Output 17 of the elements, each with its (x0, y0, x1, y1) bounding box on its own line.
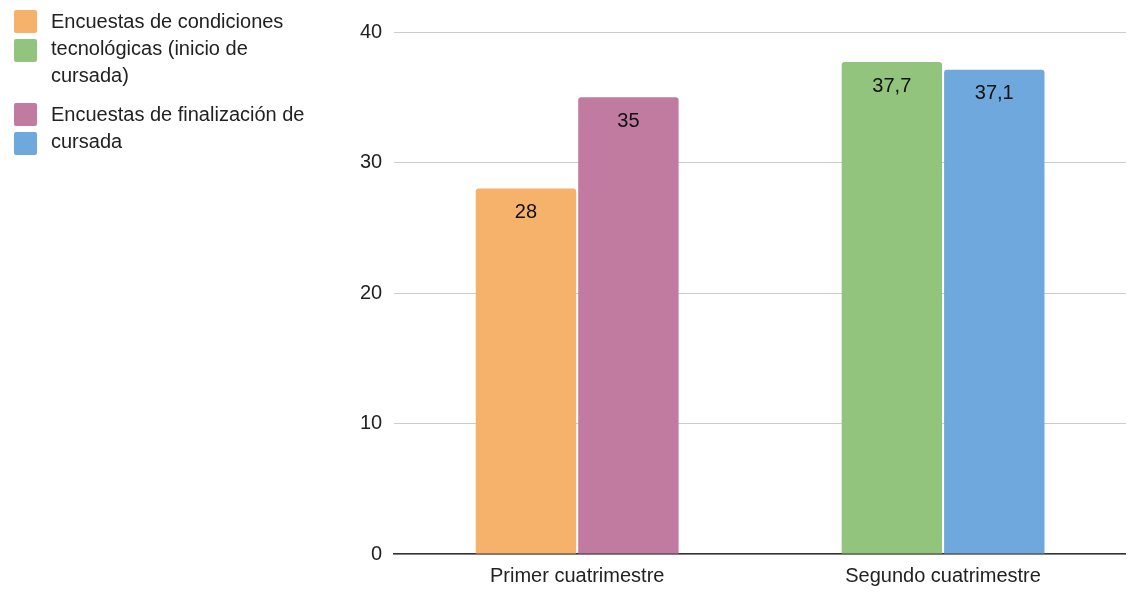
bar (578, 97, 679, 554)
bar (841, 62, 943, 554)
legend-label: Encuestas de condiciones tecnológicas (inicio de cursada) (51, 9, 285, 88)
y-tick-label: 20 (360, 280, 383, 303)
data-label: 37,1 (974, 81, 1014, 104)
data-label: 35 (617, 108, 640, 131)
y-tick-label: 40 (360, 19, 383, 42)
y-tick-label: 0 (371, 541, 383, 564)
legend-label: Encuestas de finalización de cursada (51, 102, 306, 154)
data-label: 37,7 (872, 73, 912, 96)
x-tick-label: Segundo cuatrimestre (845, 563, 1041, 586)
y-tick-label: 10 (360, 411, 383, 434)
bar (944, 69, 1045, 554)
x-tick-label: Primer cuatrimestre (489, 563, 665, 586)
bar (475, 188, 577, 554)
data-label: 28 (514, 200, 538, 223)
y-tick-label: 30 (360, 150, 383, 173)
